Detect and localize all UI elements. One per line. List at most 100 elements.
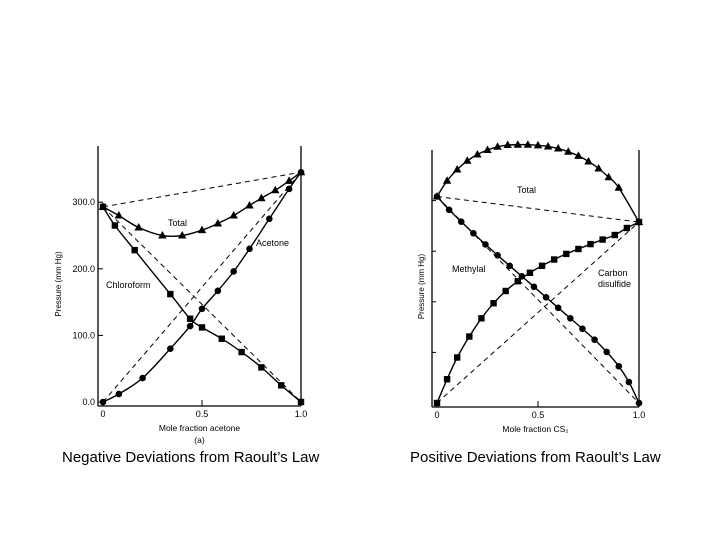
data-point-total (158, 231, 167, 239)
data-point-methylal (615, 362, 623, 370)
data-point-total (554, 144, 563, 152)
data-point-total (523, 140, 533, 148)
data-point-total (245, 201, 254, 209)
series-annotation: Methylal (452, 264, 486, 274)
data-point-acetone (266, 215, 273, 223)
data-point-carbon-disulfide (466, 333, 473, 340)
data-point-acetone (285, 185, 293, 193)
data-point-total (513, 140, 522, 148)
x-tick-label: 0.5 (532, 410, 545, 420)
data-point-total (284, 176, 294, 184)
data-point-methylal (457, 218, 465, 225)
caption-positive-deviation: Positive Deviations from Raoult’s Law (410, 449, 661, 466)
series-annotation: Acetone (256, 238, 289, 248)
data-point-carbon-disulfide (611, 231, 618, 239)
data-point-total (604, 172, 613, 181)
data-point-total (564, 147, 573, 155)
data-point-total (503, 140, 512, 149)
data-point-acetone (115, 390, 123, 398)
data-point-acetone (99, 398, 107, 406)
data-point-total (114, 211, 124, 219)
series-annotation: Total (517, 185, 536, 195)
data-point-total (594, 164, 603, 172)
series-annotation: Carbon (598, 268, 628, 278)
data-point-chloroform (167, 290, 174, 298)
data-point-chloroform (198, 324, 206, 331)
ideal-line (436, 221, 640, 404)
data-point-total (271, 185, 280, 194)
data-point-acetone (198, 305, 206, 313)
data-point-total (533, 140, 543, 149)
data-point-carbon-disulfide (587, 240, 594, 248)
y-tick-label: 300.0 (72, 197, 95, 207)
ideal-line (436, 196, 640, 223)
y-tick-label: 100.0 (72, 330, 95, 340)
data-point-chloroform (238, 348, 245, 356)
data-point-carbon-disulfide (563, 250, 570, 258)
x-tick-label: 0 (434, 410, 439, 420)
data-point-total (197, 225, 207, 234)
data-point-methylal (603, 348, 610, 356)
data-point-methylal (482, 241, 489, 248)
data-point-methylal (433, 193, 441, 200)
y-axis-label: Pressure (mm Hg) (54, 251, 63, 317)
data-point-carbon-disulfide (575, 245, 582, 253)
data-point-acetone (297, 168, 305, 176)
data-point-methylal (470, 229, 477, 237)
series-annotation: Total (168, 218, 187, 228)
series-line-total (436, 143, 640, 223)
figure-sublabel: (a) (194, 435, 205, 445)
data-point-carbon-disulfide (502, 287, 509, 295)
data-point-methylal (494, 252, 501, 259)
data-point-chloroform (131, 246, 138, 254)
ideal-line (102, 171, 302, 208)
data-point-carbon-disulfide (599, 236, 606, 243)
data-point-carbon-disulfide (526, 269, 534, 276)
data-point-methylal (530, 283, 538, 291)
x-tick-label: 0 (100, 409, 105, 419)
data-point-carbon-disulfide (490, 300, 497, 307)
data-point-total (178, 231, 187, 239)
x-tick-label: 1.0 (633, 410, 646, 420)
data-point-carbon-disulfide (623, 224, 631, 232)
x-axis-label: Mole fraction CS₂ (502, 424, 568, 434)
y-tick-label: 0.0 (82, 397, 95, 407)
data-point-total (453, 165, 462, 173)
data-point-methylal (554, 304, 562, 312)
data-point-carbon-disulfide (635, 218, 643, 226)
data-point-methylal (567, 315, 574, 322)
data-point-methylal (542, 294, 550, 301)
data-point-methylal (579, 325, 586, 333)
data-point-total (493, 142, 502, 150)
data-point-carbon-disulfide (443, 376, 451, 383)
data-point-total (229, 211, 238, 219)
caption-negative-deviation: Negative Deviations from Raoult’s Law (62, 449, 320, 466)
data-point-carbon-disulfide (550, 256, 558, 263)
data-point-acetone (230, 268, 237, 275)
data-point-total (543, 141, 553, 150)
data-point-acetone (246, 245, 253, 253)
data-point-chloroform (186, 315, 194, 322)
data-point-methylal (506, 262, 514, 270)
y-axis-label: Pressure (mm Hg) (417, 253, 426, 319)
data-point-chloroform (111, 222, 119, 229)
data-point-total (584, 157, 593, 165)
data-point-total (442, 176, 452, 184)
data-point-methylal (635, 399, 643, 407)
data-point-carbon-disulfide (478, 315, 485, 322)
y-tick-label: 200.0 (72, 264, 95, 274)
series-annotation: Chloroform (106, 280, 151, 290)
data-point-methylal (445, 206, 453, 214)
data-point-chloroform (218, 335, 225, 342)
chart-negative-deviation: 0 0.5 1.0 0.0 100.0 200.0 300.0 Pressure (mm Hg… (54, 146, 307, 445)
data-point-total (574, 151, 583, 159)
series-annotation: disulfide (598, 279, 631, 289)
data-point-acetone (186, 322, 194, 330)
chart-positive-deviation: 0 0.5 1.0 Pressure (mm Hg) Mole fraction CS₂… (417, 140, 645, 434)
data-point-chloroform (278, 382, 285, 389)
data-point-chloroform (297, 398, 305, 406)
data-point-methylal (625, 378, 633, 386)
data-point-acetone (139, 374, 146, 382)
data-point-total (134, 223, 143, 231)
data-point-total (473, 150, 482, 158)
